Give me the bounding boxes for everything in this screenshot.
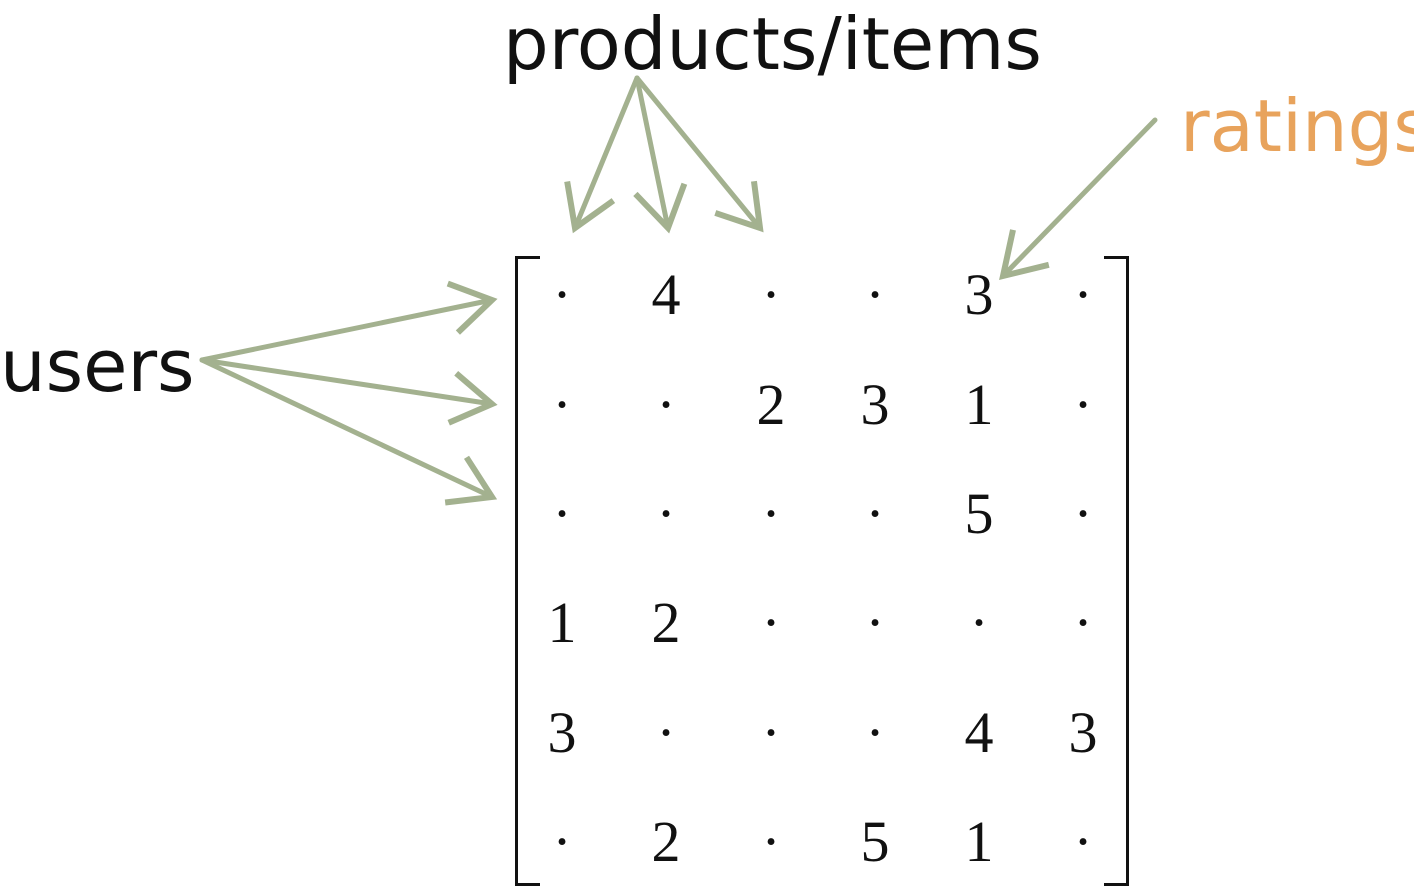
matrix-cell: ·	[552, 480, 572, 546]
matrix-cell: 4	[964, 699, 994, 765]
left-bracket	[515, 256, 540, 886]
matrix-cell: ·	[1073, 480, 1093, 546]
ratings-matrix: · 4 · · 3 · · · 2 3 1 · · · · · 5 · 1 2 · · · · 3 · · · 4 3 · 2 · 5 1 ·	[515, 256, 1129, 886]
matrix-cell: ·	[865, 589, 885, 655]
matrix-cell: 4	[651, 261, 681, 327]
matrix-cell: ·	[656, 699, 676, 765]
matrix-cell: 2	[651, 589, 681, 655]
matrix-cell: 2	[756, 371, 786, 437]
matrix-cell: ·	[552, 371, 572, 437]
matrix-cell: 3	[860, 371, 890, 437]
products-arrow-3	[634, 75, 764, 233]
matrix-cell: ·	[656, 480, 676, 546]
matrix-cell: ·	[1073, 261, 1093, 327]
users-arrow-2	[199, 357, 498, 426]
products-items-label: products/items	[503, 2, 1042, 86]
matrix-cell: 1	[964, 808, 994, 874]
matrix-cell: ·	[761, 480, 781, 546]
matrix-cell: 2	[651, 808, 681, 874]
ratings-arrow	[999, 117, 1158, 281]
matrix-cell: ·	[761, 261, 781, 327]
users-arrow-1	[199, 280, 498, 363]
matrix-cell: ·	[1073, 589, 1093, 655]
matrix-cell: 1	[547, 589, 577, 655]
ratings-label: ratings	[1180, 84, 1414, 168]
users-label: users	[0, 324, 195, 408]
matrix-grid: · 4 · · 3 · · · 2 3 1 · · · · · 5 · 1 2 · · · · 3 · · · 4 3 · 2 · 5 1 ·	[515, 256, 1129, 886]
matrix-cell: ·	[1073, 808, 1093, 874]
matrix-cell: ·	[761, 589, 781, 655]
matrix-cell: ·	[1073, 371, 1093, 437]
products-arrow-1	[564, 75, 640, 234]
users-arrow-3	[199, 357, 498, 506]
right-bracket	[1104, 256, 1129, 886]
matrix-cell: ·	[656, 371, 676, 437]
matrix-cell: 3	[547, 699, 577, 765]
matrix-cell: 5	[964, 480, 994, 546]
matrix-cell: ·	[761, 808, 781, 874]
matrix-cell: 3	[1068, 699, 1098, 765]
matrix-cell: ·	[552, 261, 572, 327]
matrix-cell: ·	[865, 699, 885, 765]
matrix-cell: 5	[860, 808, 890, 874]
matrix-cell: ·	[969, 589, 989, 655]
matrix-cell: ·	[552, 808, 572, 874]
matrix-cell: 1	[964, 371, 994, 437]
matrix-cell: ·	[761, 699, 781, 765]
matrix-cell: 3	[964, 261, 994, 327]
matrix-cell: ·	[865, 480, 885, 546]
products-arrow-2	[633, 75, 688, 234]
matrix-cell: ·	[865, 261, 885, 327]
